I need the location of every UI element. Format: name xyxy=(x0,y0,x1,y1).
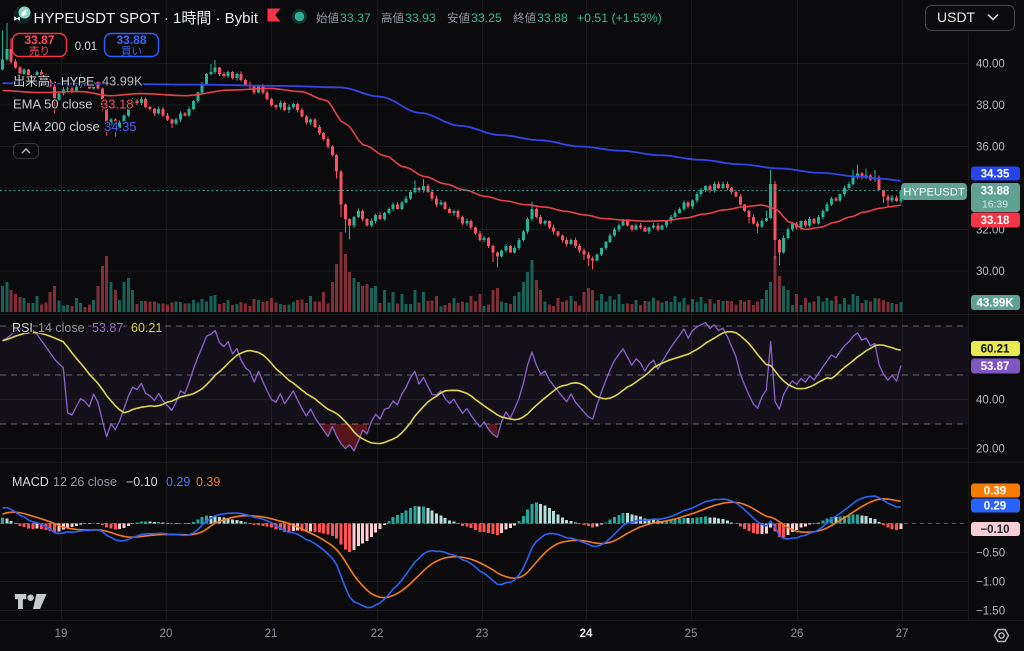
svg-text:34.35: 34.35 xyxy=(981,169,1010,181)
svg-text:38.00: 38.00 xyxy=(976,100,1005,112)
svg-text:−1.50: −1.50 xyxy=(976,606,1005,618)
svg-text:出来高 · HYPE: 出来高 · HYPE xyxy=(13,74,94,89)
svg-text:23: 23 xyxy=(476,628,489,640)
svg-text:43.99K: 43.99K xyxy=(976,298,1014,310)
svg-text:36.00: 36.00 xyxy=(976,142,1005,154)
svg-text:20: 20 xyxy=(160,628,173,640)
svg-text:33.18: 33.18 xyxy=(981,215,1010,227)
svg-text:33.93: 33.93 xyxy=(405,11,436,25)
svg-text:33.88: 33.88 xyxy=(537,11,568,25)
svg-text:安値: 安値 xyxy=(447,11,470,25)
svg-text:RSI: RSI xyxy=(12,321,33,335)
svg-text:34.35: 34.35 xyxy=(104,119,137,134)
svg-text:−0.10: −0.10 xyxy=(126,475,158,489)
svg-text:買い: 買い xyxy=(121,46,142,58)
svg-text:−0.50: −0.50 xyxy=(976,548,1005,560)
svg-text:26: 26 xyxy=(791,628,804,640)
svg-text:EMA 50 close: EMA 50 close xyxy=(13,97,93,112)
svg-text:53.87: 53.87 xyxy=(981,361,1010,373)
svg-text:始値: 始値 xyxy=(316,11,339,25)
svg-text:12 26 close: 12 26 close xyxy=(53,475,117,489)
svg-text:終値: 終値 xyxy=(513,11,536,25)
svg-text:33.88: 33.88 xyxy=(981,186,1010,198)
svg-text:21: 21 xyxy=(265,628,278,640)
svg-text:売り: 売り xyxy=(29,45,50,58)
svg-text:33.37: 33.37 xyxy=(340,11,371,25)
svg-text:19: 19 xyxy=(55,628,68,640)
svg-text:33.88: 33.88 xyxy=(116,33,146,47)
svg-text:HYPEUSDT SPOT · 1時間 · Bybit: HYPEUSDT SPOT · 1時間 · Bybit xyxy=(34,10,259,27)
svg-text:53.87: 53.87 xyxy=(92,321,123,335)
svg-text:−1.00: −1.00 xyxy=(976,577,1005,589)
svg-text:40.00: 40.00 xyxy=(976,395,1005,407)
svg-text:MACD: MACD xyxy=(12,475,49,489)
svg-text:0.29: 0.29 xyxy=(984,501,1006,513)
svg-text:60.21: 60.21 xyxy=(981,344,1010,356)
svg-text:−0.10: −0.10 xyxy=(980,524,1009,536)
svg-text:+0.51 (+1.53%): +0.51 (+1.53%) xyxy=(577,11,662,25)
svg-text:22: 22 xyxy=(371,628,384,640)
svg-text:14 close: 14 close xyxy=(38,321,85,335)
svg-text:27: 27 xyxy=(896,628,909,640)
svg-text:43.99K: 43.99K xyxy=(102,74,143,89)
svg-text:HYPEUSDT: HYPEUSDT xyxy=(903,186,965,198)
svg-text:60.21: 60.21 xyxy=(131,321,162,335)
svg-text:24: 24 xyxy=(580,628,593,640)
svg-text:EMA 200 close: EMA 200 close xyxy=(13,119,100,134)
svg-text:20.00: 20.00 xyxy=(976,444,1005,456)
svg-text:0.01: 0.01 xyxy=(75,41,97,53)
svg-text:高値: 高値 xyxy=(381,11,404,25)
svg-text:0.39: 0.39 xyxy=(196,475,220,489)
svg-text:25: 25 xyxy=(685,628,698,640)
svg-text:0.39: 0.39 xyxy=(984,486,1006,498)
svg-text:0.29: 0.29 xyxy=(166,475,190,489)
svg-text:33.18: 33.18 xyxy=(101,97,134,112)
svg-text:33.87: 33.87 xyxy=(24,33,54,47)
svg-text:USDT: USDT xyxy=(937,9,976,25)
svg-text:40.00: 40.00 xyxy=(976,59,1005,71)
svg-text:33.25: 33.25 xyxy=(471,11,502,25)
svg-text:16:39: 16:39 xyxy=(982,199,1008,211)
svg-text:30.00: 30.00 xyxy=(976,266,1005,278)
